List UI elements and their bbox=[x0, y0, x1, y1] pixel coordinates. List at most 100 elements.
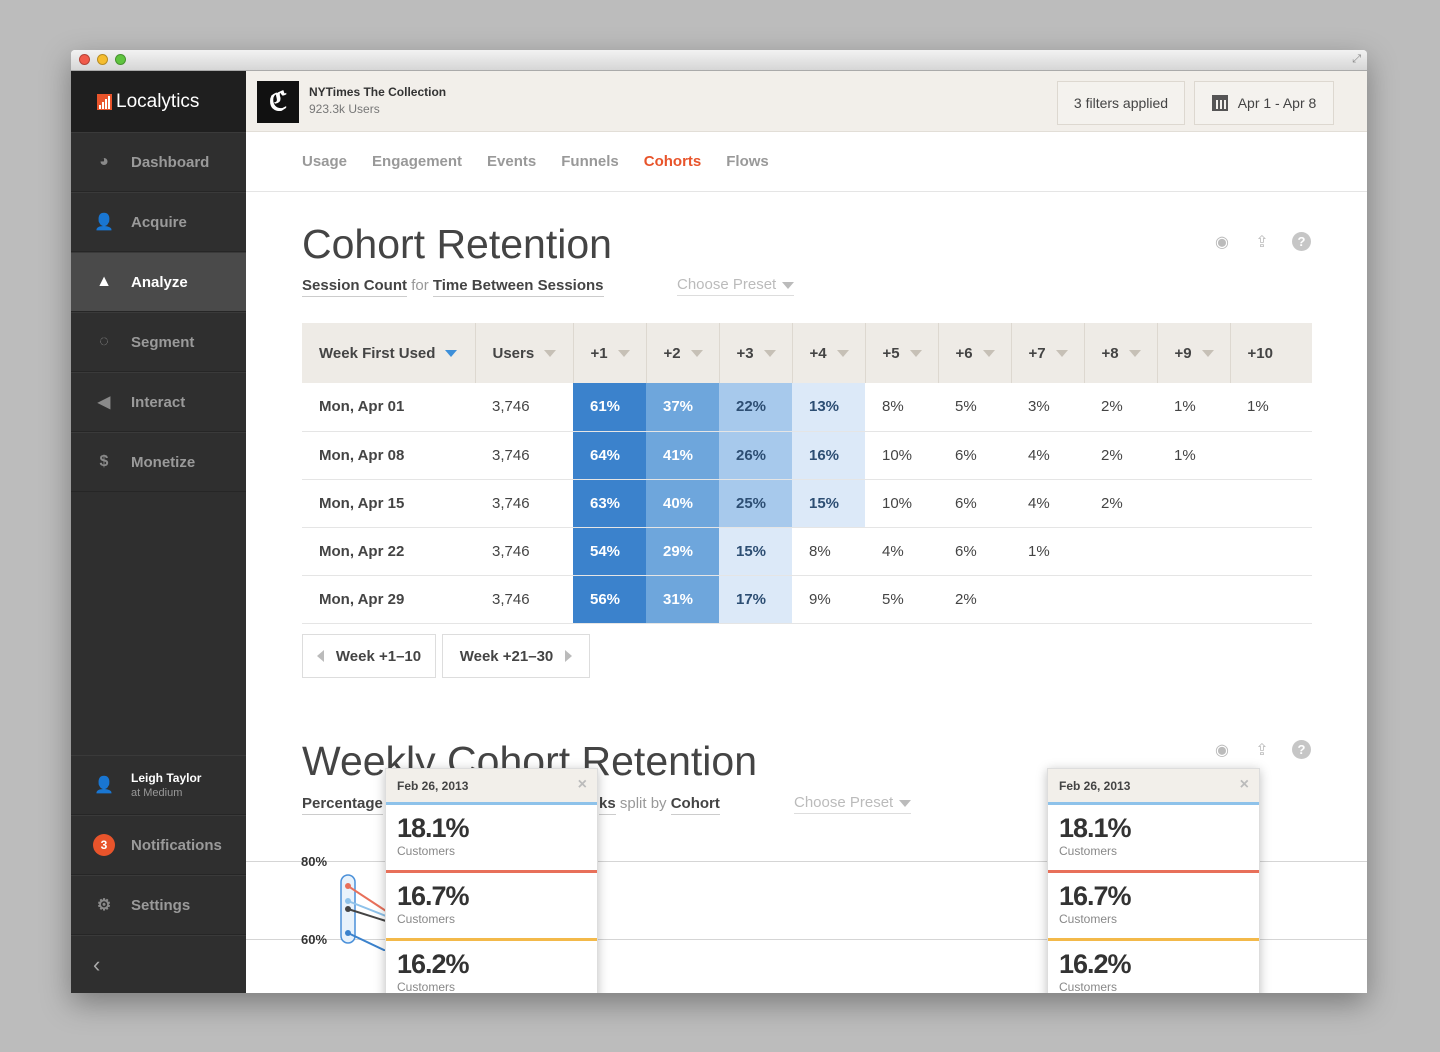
retention-cell: 3% bbox=[1011, 383, 1084, 432]
data-point[interactable] bbox=[345, 898, 351, 904]
logo-text: Localytics bbox=[116, 90, 200, 112]
tooltip-row: 16.7% Customers bbox=[1048, 870, 1259, 938]
column-header-week-3[interactable]: +3 bbox=[719, 323, 793, 383]
share-icon[interactable]: ⇪ bbox=[1255, 234, 1269, 251]
table-row[interactable]: Mon, Apr 01 3,746 61% 37% 22% 13% 8% 5% … bbox=[302, 383, 1312, 432]
cell-users: 3,746 bbox=[475, 575, 573, 624]
app-logo-icon[interactable]: ℭ bbox=[257, 81, 299, 123]
choose-preset-dropdown[interactable]: Choose Preset bbox=[677, 276, 795, 296]
retention-cell bbox=[1157, 575, 1230, 624]
column-header-week-7[interactable]: +7 bbox=[1011, 323, 1085, 383]
help-icon[interactable]: ? bbox=[1292, 232, 1311, 251]
analyze-icon: ▲ bbox=[96, 273, 112, 290]
table-row[interactable]: Mon, Apr 22 3,746 54% 29% 15% 8% 4% 6% 1… bbox=[302, 527, 1312, 576]
retention-cell bbox=[1230, 431, 1312, 480]
data-point[interactable] bbox=[345, 883, 351, 889]
metric-selector[interactable]: Percentage bbox=[302, 795, 383, 815]
chevron-down-icon bbox=[763, 350, 776, 358]
sidebar-item-dashboard[interactable]: ◕ Dashboard bbox=[71, 132, 246, 192]
retention-cell: 2% bbox=[1084, 383, 1157, 432]
eye-icon[interactable]: ◉ bbox=[1215, 234, 1229, 251]
cohort-retention-title: Cohort Retention bbox=[302, 221, 612, 267]
close-icon[interactable]: × bbox=[1239, 776, 1249, 793]
tab-events[interactable]: Events bbox=[487, 153, 537, 170]
column-header-week-8[interactable]: +8 bbox=[1084, 323, 1158, 383]
sidebar-item-acquire[interactable]: 👤 Acquire bbox=[71, 192, 246, 252]
cohort-table: Week First Used Users +1 +2 +3 +4 +5 +6 … bbox=[302, 323, 1312, 624]
tab-engagement[interactable]: Engagement bbox=[372, 153, 463, 170]
column-header-week-2[interactable]: +2 bbox=[646, 323, 720, 383]
column-label: +8 bbox=[1101, 344, 1119, 362]
next-weeks-button[interactable]: Week +21–30 bbox=[442, 634, 590, 678]
minimize-window-button[interactable] bbox=[97, 54, 108, 65]
retention-cell: 6% bbox=[938, 431, 1011, 480]
series-line bbox=[347, 908, 387, 922]
tooltip-label: Customers bbox=[397, 912, 456, 926]
cell-week: Mon, Apr 15 bbox=[302, 479, 475, 528]
table-row[interactable]: Mon, Apr 08 3,746 64% 41% 26% 16% 10% 6%… bbox=[302, 431, 1312, 480]
column-header-week-4[interactable]: +4 bbox=[792, 323, 866, 383]
gridline bbox=[246, 861, 1367, 862]
column-label: +1 bbox=[590, 344, 608, 362]
cell-users: 3,746 bbox=[475, 431, 573, 480]
data-point[interactable] bbox=[345, 906, 351, 912]
tab-usage[interactable]: Usage bbox=[302, 153, 348, 170]
choose-preset-dropdown[interactable]: Choose Preset bbox=[794, 794, 912, 814]
data-point[interactable] bbox=[345, 930, 351, 936]
column-header-week-10[interactable]: +10 bbox=[1230, 323, 1312, 383]
sidebar-item-analyze[interactable]: ▲ Analyze bbox=[71, 252, 246, 312]
share-icon[interactable]: ⇪ bbox=[1255, 742, 1269, 759]
metric-selector-tail[interactable]: ks bbox=[599, 795, 616, 815]
tab-funnels[interactable]: Funnels bbox=[561, 153, 619, 170]
filters-button[interactable]: 3 filters applied bbox=[1057, 81, 1185, 125]
close-window-button[interactable] bbox=[79, 54, 90, 65]
fullscreen-icon[interactable]: ⤢ bbox=[1352, 53, 1361, 65]
retention-cell: 64% bbox=[573, 431, 646, 480]
retention-cell bbox=[1230, 575, 1312, 624]
sidebar-item-notifications[interactable]: 3 Notifications bbox=[71, 815, 246, 875]
prev-weeks-button[interactable]: Week +1–10 bbox=[302, 634, 436, 678]
logo[interactable]: Localytics bbox=[71, 71, 246, 132]
chevron-down-icon bbox=[899, 799, 912, 807]
cohort-subtitle: Session Count for Time Between Sessions bbox=[302, 277, 604, 297]
sidebar-item-label: Monetize bbox=[131, 453, 196, 471]
help-icon[interactable]: ? bbox=[1292, 740, 1311, 759]
column-header-week-1[interactable]: +1 bbox=[573, 323, 647, 383]
user-profile[interactable]: 👤 Leigh Taylor at Medium bbox=[71, 755, 246, 815]
column-header-week-6[interactable]: +6 bbox=[938, 323, 1012, 383]
zoom-window-button[interactable] bbox=[115, 54, 126, 65]
window-titlebar: ⤢ bbox=[71, 50, 1367, 71]
gear-icon: ⚙ bbox=[96, 897, 112, 914]
collapse-sidebar-button[interactable]: ‹ bbox=[71, 935, 246, 993]
sidebar-item-settings[interactable]: ⚙ Settings bbox=[71, 875, 246, 935]
column-header-users[interactable]: Users bbox=[475, 323, 574, 383]
column-header-week-9[interactable]: +9 bbox=[1157, 323, 1231, 383]
sidebar-item-label: Segment bbox=[131, 333, 195, 351]
cell-users: 3,746 bbox=[475, 383, 573, 432]
data-tooltip: Feb 26, 2013 × 18.1% Customers 16.7% Cus… bbox=[1047, 768, 1260, 993]
metric-selector[interactable]: Session Count bbox=[302, 277, 408, 297]
chevron-down-icon bbox=[1201, 350, 1214, 358]
acquire-icon: 👤 bbox=[94, 214, 114, 231]
sidebar-item-segment[interactable]: ◌ Segment bbox=[71, 312, 246, 372]
sidebar-bottom: 👤 Leigh Taylor at Medium 3 Notifications… bbox=[71, 755, 246, 993]
table-row[interactable]: Mon, Apr 15 3,746 63% 40% 25% 15% 10% 6%… bbox=[302, 479, 1312, 528]
retention-cell: 1% bbox=[1157, 431, 1230, 480]
column-header-week[interactable]: Week First Used bbox=[302, 323, 476, 383]
column-header-week-5[interactable]: +5 bbox=[865, 323, 939, 383]
eye-icon[interactable]: ◉ bbox=[1215, 742, 1229, 759]
column-label: +5 bbox=[882, 344, 900, 362]
column-label: +2 bbox=[663, 344, 681, 362]
sidebar-item-monetize[interactable]: $ Monetize bbox=[71, 432, 246, 492]
dimension-selector[interactable]: Time Between Sessions bbox=[432, 277, 604, 297]
tab-flows[interactable]: Flows bbox=[726, 153, 769, 170]
split-selector[interactable]: Cohort bbox=[670, 795, 720, 815]
sidebar-item-label: Settings bbox=[131, 896, 191, 914]
tab-cohorts[interactable]: Cohorts bbox=[643, 153, 702, 170]
app-name[interactable]: NYTimes The Collection bbox=[309, 85, 447, 99]
retention-cell: 26% bbox=[719, 431, 792, 480]
date-range-button[interactable]: Apr 1 - Apr 8 bbox=[1194, 81, 1334, 125]
sidebar-item-interact[interactable]: ◀ Interact bbox=[71, 372, 246, 432]
table-row[interactable]: Mon, Apr 29 3,746 56% 31% 17% 9% 5% 2% bbox=[302, 575, 1312, 624]
close-icon[interactable]: × bbox=[577, 776, 587, 793]
